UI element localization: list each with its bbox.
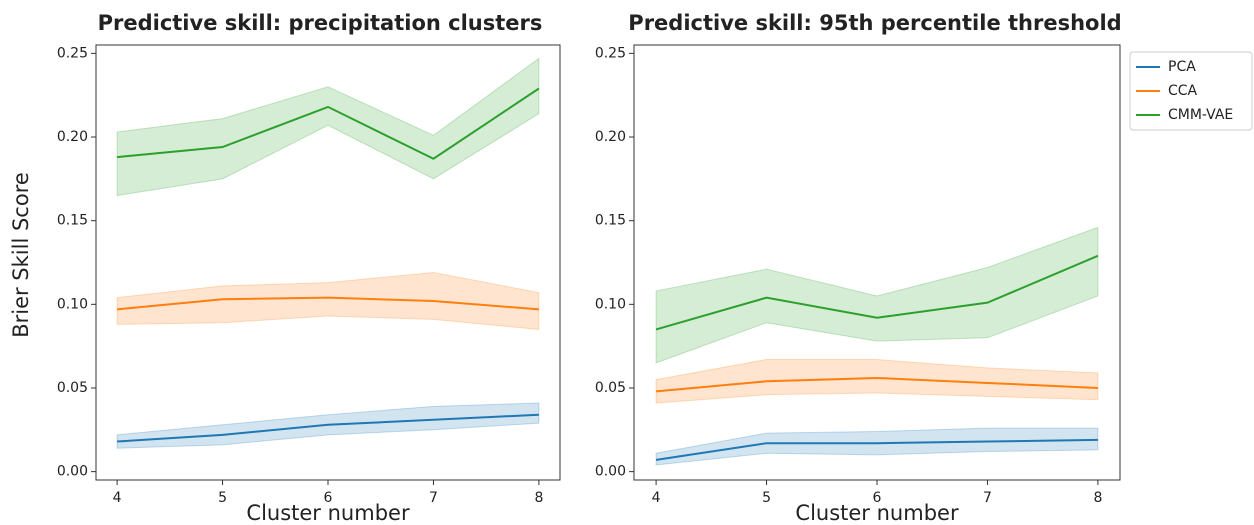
line: [117, 413, 539, 443]
y-tick-label: 0.20: [595, 129, 626, 145]
line: [116, 296, 539, 311]
x-tick-label: 8: [534, 490, 543, 506]
y-tick-label: 0.25: [57, 45, 88, 61]
chart-title: Predictive skill: 95th percentile thresh…: [628, 11, 1121, 35]
legend-box: [1129, 51, 1253, 131]
confidence-band: [116, 272, 540, 330]
line: [116, 87, 540, 160]
legend-label: CCA: [1168, 83, 1198, 99]
confidence-band: [116, 57, 540, 197]
y-tick-label: 0.10: [57, 296, 88, 312]
y-tick-label: 0.15: [595, 213, 626, 229]
y-tick-label: 0.10: [595, 296, 626, 312]
y-tick-label: 0.25: [595, 45, 626, 61]
y-tick-label: 0.15: [57, 213, 88, 229]
legend-label: CMM-VAE: [1168, 107, 1233, 123]
x-tick-label: 7: [983, 490, 992, 506]
x-tick-label: 5: [218, 490, 227, 506]
y-tick-label: 0.05: [595, 380, 626, 396]
x-tick-label: 4: [652, 490, 661, 506]
confidence-band: [655, 427, 1099, 466]
x-tick-label: 6: [873, 490, 882, 506]
line: [656, 376, 1098, 393]
x-tick-label: 4: [113, 490, 122, 506]
confidence-band: [655, 359, 1099, 404]
y-tick-label: 0.05: [57, 380, 88, 396]
x-axis-label: Cluster number: [795, 501, 959, 525]
y-tick-label: 0.00: [57, 464, 88, 480]
line: [655, 254, 1099, 331]
legend-label: PCA: [1168, 59, 1196, 75]
line: [655, 438, 1098, 461]
x-tick-label: 5: [762, 490, 771, 506]
x-tick-label: 7: [429, 490, 438, 506]
chart-title: Predictive skill: precipitation clusters: [98, 11, 543, 35]
confidence-band: [655, 226, 1099, 364]
y-tick-label: 0.00: [595, 464, 626, 480]
x-axis-label: Cluster number: [246, 501, 410, 525]
x-tick-label: 6: [324, 490, 333, 506]
x-tick-label: 8: [1093, 490, 1102, 506]
y-axis-label: Brier Skill Score: [9, 172, 33, 338]
y-tick-label: 0.20: [57, 129, 88, 145]
